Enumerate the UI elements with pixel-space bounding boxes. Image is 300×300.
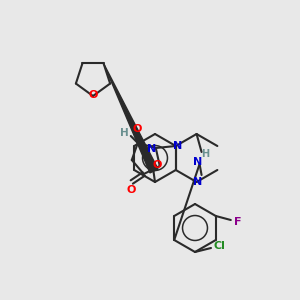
Text: Cl: Cl (213, 241, 225, 251)
Text: O: O (132, 124, 142, 134)
Polygon shape (103, 63, 158, 173)
Text: F: F (234, 217, 242, 227)
Text: N: N (173, 141, 182, 151)
Text: H: H (120, 128, 129, 138)
Text: N: N (193, 157, 202, 167)
Text: O: O (126, 185, 136, 195)
Text: O: O (88, 90, 98, 100)
Text: N: N (147, 144, 156, 154)
Text: H: H (202, 149, 210, 159)
Text: O: O (152, 160, 162, 170)
Text: N: N (193, 177, 202, 187)
